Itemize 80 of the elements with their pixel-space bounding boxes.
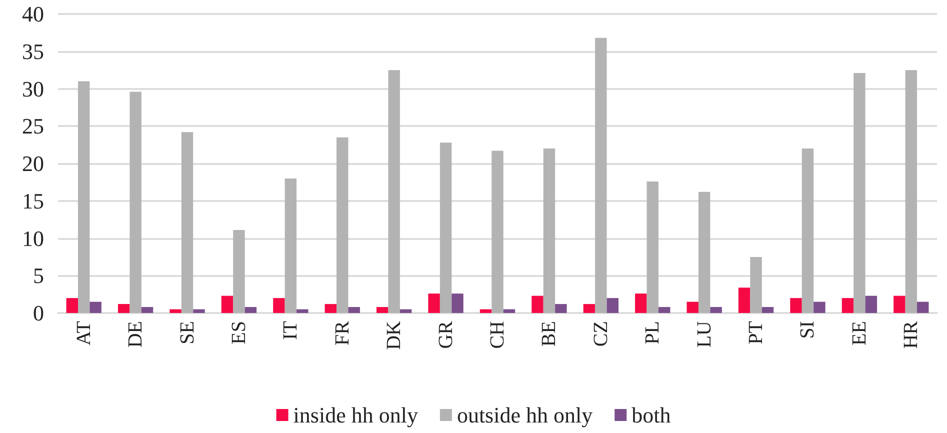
x-tick-label: SE xyxy=(176,321,198,344)
bar xyxy=(583,304,596,313)
y-tick-label: 10 xyxy=(22,226,44,251)
bar xyxy=(193,309,205,313)
x-tick-label: GR xyxy=(434,320,457,349)
x-tick-label: IT xyxy=(280,321,302,340)
bar xyxy=(635,294,647,313)
x-tick-label: PT xyxy=(745,321,768,344)
bar xyxy=(503,309,516,313)
bar xyxy=(400,309,412,313)
x-tick-label: LU xyxy=(693,320,716,348)
bar xyxy=(543,148,556,313)
x-tick-label: DK xyxy=(383,320,406,350)
bar xyxy=(221,296,234,313)
bar xyxy=(273,298,285,313)
bar xyxy=(814,302,826,313)
bar xyxy=(296,309,308,313)
x-tick-label: HR xyxy=(900,320,922,349)
bar xyxy=(480,309,492,313)
bar xyxy=(762,307,774,313)
y-tick-label: 40 xyxy=(22,2,44,26)
bar xyxy=(555,304,567,313)
bar xyxy=(595,38,607,313)
bar xyxy=(606,298,618,313)
bar xyxy=(118,304,130,313)
bar xyxy=(336,137,348,313)
bar xyxy=(428,294,440,313)
x-tick-label: ES xyxy=(228,321,250,344)
bar xyxy=(233,230,245,313)
bar xyxy=(790,298,802,313)
y-tick-label: 0 xyxy=(33,300,44,326)
bar xyxy=(698,192,710,313)
bar xyxy=(865,296,878,313)
y-tick-label: 25 xyxy=(22,114,44,139)
bar xyxy=(750,256,762,313)
bar xyxy=(244,307,257,313)
legend-label: inside hh only xyxy=(293,402,418,428)
bar xyxy=(532,296,544,313)
bar xyxy=(90,302,102,313)
bar xyxy=(905,70,918,313)
bar xyxy=(452,294,464,313)
x-tick-label: CZ xyxy=(590,321,612,347)
legend-label: outside hh only xyxy=(456,402,593,428)
x-tick-label: CH xyxy=(486,321,508,349)
x-tick-label: FR xyxy=(331,320,354,346)
bar xyxy=(141,307,154,313)
x-tick-label: BE xyxy=(538,321,560,347)
bar xyxy=(66,298,78,313)
bar xyxy=(710,307,722,313)
bar xyxy=(181,132,194,313)
bar xyxy=(376,307,388,313)
bar xyxy=(348,307,360,313)
y-tick-label: 5 xyxy=(33,263,44,288)
bar xyxy=(917,302,929,313)
x-tick-label: DE xyxy=(124,321,147,348)
x-tick-label: SI xyxy=(796,321,819,339)
x-tick-label: PL xyxy=(642,321,664,344)
bar xyxy=(170,309,182,313)
bar xyxy=(388,70,400,313)
x-tick-label: EE xyxy=(848,321,870,346)
bar xyxy=(646,181,658,313)
bar xyxy=(738,288,750,313)
bar xyxy=(658,307,670,313)
bar xyxy=(440,142,452,313)
y-tick-label: 35 xyxy=(22,38,44,64)
bar xyxy=(894,296,906,313)
bar xyxy=(130,92,142,313)
x-tick-label: AT xyxy=(72,321,95,346)
bar xyxy=(802,148,814,313)
legend-label: both xyxy=(632,402,671,428)
bar xyxy=(686,302,698,313)
bar xyxy=(324,304,337,313)
bar xyxy=(284,178,297,313)
y-tick-label: 20 xyxy=(22,151,44,176)
y-tick-label: 30 xyxy=(22,76,44,102)
bar xyxy=(842,298,854,313)
bar xyxy=(854,73,866,313)
bar xyxy=(78,81,90,313)
bar xyxy=(492,150,504,313)
y-tick-label: 15 xyxy=(22,188,44,214)
